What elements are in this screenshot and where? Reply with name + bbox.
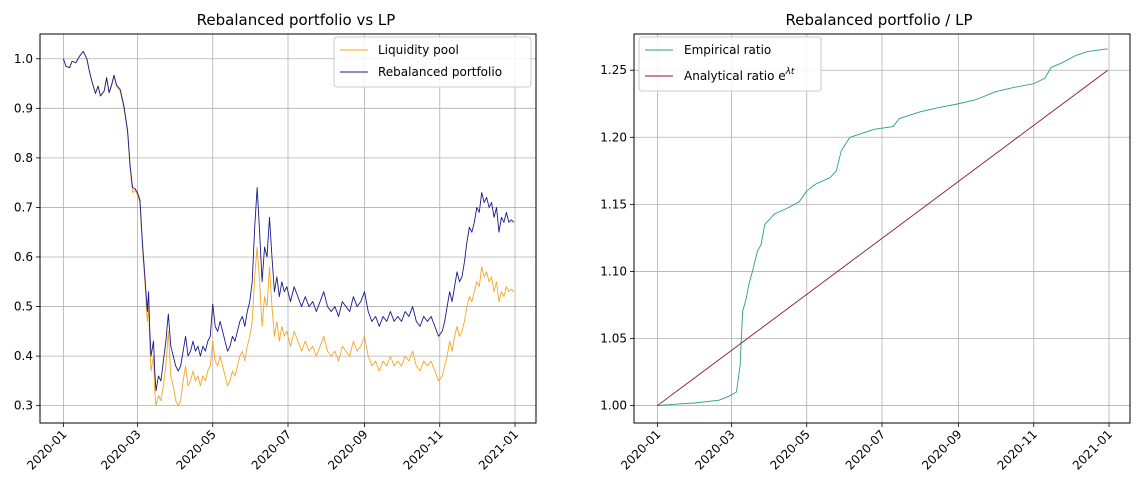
x-axis-ticks: 2020-01 2020-03 2020-05 2020-07 2020-09 2020-… bbox=[24, 423, 521, 473]
x-tick-label-2020-03: 2020-03 bbox=[692, 427, 737, 472]
legend-box bbox=[333, 36, 532, 88]
x-tick-label-2020-11: 2020-11 bbox=[401, 427, 446, 472]
x-tick-label-2020-07: 2020-07 bbox=[249, 427, 294, 472]
x-tick-label-2020-05: 2020-05 bbox=[174, 427, 219, 472]
x-tick-label-2020-03: 2020-03 bbox=[98, 427, 143, 472]
y-tick-label-1.20: 1.20 bbox=[600, 130, 627, 144]
x-tick-label-2021-01: 2021-01 bbox=[1070, 427, 1115, 472]
x-tick-label-2020-09: 2020-09 bbox=[919, 427, 964, 472]
y-tick-label-1.15: 1.15 bbox=[600, 197, 627, 211]
y-tick-label-0.3: 0.3 bbox=[14, 399, 33, 413]
y-tick-label-0.6: 0.6 bbox=[14, 250, 33, 264]
legend-label-analytical-exponent: λt bbox=[785, 67, 795, 77]
y-tick-label-1.00: 1.00 bbox=[600, 399, 627, 413]
series-line-rebalanced-portfolio bbox=[63, 50, 515, 392]
x-tick-label-2020-07: 2020-07 bbox=[843, 427, 888, 472]
legend-label-rebalanced-portfolio: Rebalanced portfolio bbox=[378, 65, 502, 79]
x-tick-label-2020-01: 2020-01 bbox=[618, 427, 663, 472]
chart-ratio: Rebalanced portfolio / LP 2020-01 2020-03… bbox=[600, 11, 1131, 473]
chart-title: Rebalanced portfolio vs LP bbox=[197, 11, 396, 29]
y-tick-label-0.7: 0.7 bbox=[14, 200, 33, 214]
series-group bbox=[657, 48, 1109, 407]
chart-rebalanced-vs-lp: Rebalanced portfolio vs LP 2020-01 2020-0… bbox=[14, 11, 537, 473]
y-axis-ticks: 1.00 1.05 1.10 1.15 1.20 1.25 bbox=[600, 63, 634, 413]
y-axis-ticks: 0.3 0.4 0.5 0.6 0.7 0.8 0.9 1.0 bbox=[14, 52, 40, 413]
chart-title: Rebalanced portfolio / LP bbox=[785, 11, 972, 29]
series-line-liquidity-pool bbox=[63, 50, 515, 407]
legend: Liquidity pool Rebalanced portfolio bbox=[333, 36, 532, 88]
y-tick-label-0.9: 0.9 bbox=[14, 101, 33, 115]
y-tick-label-0.5: 0.5 bbox=[14, 300, 33, 314]
y-tick-label-1.0: 1.0 bbox=[14, 52, 33, 66]
x-tick-label-2020-05: 2020-05 bbox=[768, 427, 813, 472]
y-tick-label-1.25: 1.25 bbox=[600, 63, 627, 77]
legend-label-analytical-ratio: Analytical ratio eλt bbox=[684, 67, 795, 83]
legend-label-liquidity-pool: Liquidity pool bbox=[378, 43, 459, 57]
y-tick-label-0.4: 0.4 bbox=[14, 349, 33, 363]
x-tick-label-2020-01: 2020-01 bbox=[24, 427, 69, 472]
grid-lines bbox=[40, 34, 536, 423]
y-tick-label-1.10: 1.10 bbox=[600, 264, 627, 278]
x-axis-ticks: 2020-01 2020-03 2020-05 2020-07 2020-09 2020-… bbox=[618, 423, 1115, 473]
x-tick-label-2020-11: 2020-11 bbox=[995, 427, 1040, 472]
legend-label-analytical-base: Analytical ratio e bbox=[684, 69, 786, 83]
series-line-empirical-ratio bbox=[657, 48, 1108, 407]
series-line-analytical-ratio-e bbox=[657, 69, 1109, 406]
legend: Empirical ratio Analytical ratio eλt bbox=[638, 36, 822, 92]
y-tick-label-1.05: 1.05 bbox=[600, 331, 627, 345]
y-tick-label-0.8: 0.8 bbox=[14, 151, 33, 165]
grid-lines bbox=[634, 34, 1130, 423]
legend-box bbox=[638, 36, 822, 92]
legend-label-empirical-ratio: Empirical ratio bbox=[684, 43, 771, 57]
series-group bbox=[63, 50, 515, 407]
x-tick-label-2020-09: 2020-09 bbox=[325, 427, 370, 472]
x-tick-label-2021-01: 2021-01 bbox=[476, 427, 521, 472]
